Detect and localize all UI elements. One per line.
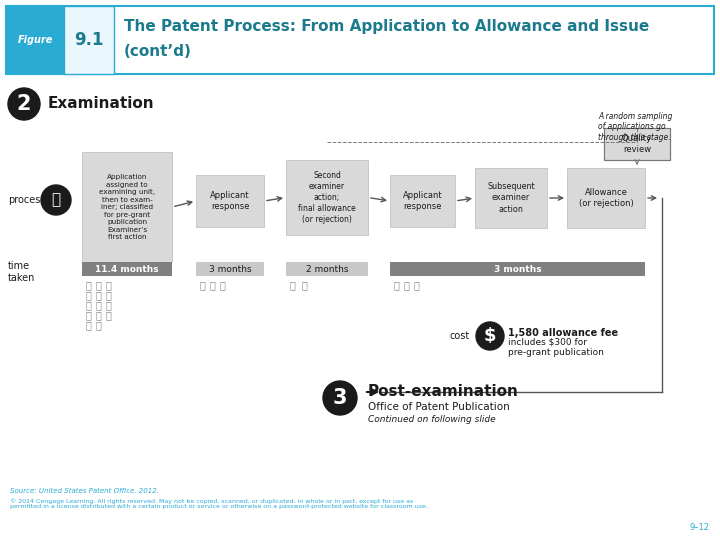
Bar	[82, 152, 172, 262]
Text: ₿: ₿	[403, 280, 409, 290]
Text: Allowance
(or rejection): Allowance (or rejection)	[579, 188, 634, 208]
Bar	[286, 262, 368, 276]
Text: 9–12: 9–12	[690, 523, 710, 532]
Text: ₿: ₿	[95, 310, 101, 320]
Text: A random sampling
of applications go
through this stage.: A random sampling of applications go thr…	[598, 112, 672, 142]
Bar	[286, 160, 368, 235]
Text: $: $	[484, 327, 496, 345]
Bar	[6, 6, 64, 74]
Text: ₿: ₿	[105, 290, 111, 300]
Text: Applicant
response: Applicant response	[402, 191, 442, 211]
Bar	[604, 128, 670, 160]
Text: ⛔: ⛔	[51, 192, 60, 207]
Text: ₿: ₿	[85, 310, 91, 320]
Text: (cont’d): (cont’d)	[124, 44, 192, 59]
Text: Examination: Examination	[48, 97, 155, 111]
Bar	[390, 175, 455, 227]
Text: 3 months: 3 months	[209, 265, 251, 273]
Text: 2: 2	[17, 94, 31, 114]
Text: © 2014 Cengage Learning. All rights reserved. May not be copied, scanned, or dup: © 2014 Cengage Learning. All rights rese…	[10, 498, 428, 509]
Text: 11.4 months: 11.4 months	[95, 265, 159, 273]
Text: includes $300 for: includes $300 for	[508, 338, 587, 347]
Circle shape	[476, 322, 504, 350]
Text: Continued on following slide: Continued on following slide	[368, 415, 495, 423]
Text: 1,580 allowance fee: 1,580 allowance fee	[508, 328, 618, 338]
Text: 9.1: 9.1	[74, 31, 104, 49]
Text: ₿: ₿	[95, 280, 101, 290]
Circle shape	[8, 88, 40, 120]
Text: 3: 3	[333, 388, 347, 408]
Bar	[475, 168, 547, 228]
Text: time
taken: time taken	[8, 261, 35, 283]
Text: ₿: ₿	[85, 280, 91, 290]
Text: ₿: ₿	[105, 280, 111, 290]
Text: 2 months: 2 months	[306, 265, 348, 273]
Text: ₿: ₿	[95, 290, 101, 300]
Bar	[196, 262, 264, 276]
Text: ₿: ₿	[209, 280, 215, 290]
Bar	[196, 175, 264, 227]
Bar	[6, 6, 714, 74]
Bar	[64, 6, 114, 74]
Circle shape	[323, 381, 357, 415]
Text: Figure: Figure	[17, 35, 53, 45]
Text: ₿: ₿	[301, 280, 307, 290]
Text: 3 months: 3 months	[494, 265, 541, 273]
Bar	[567, 168, 645, 228]
Text: ₿: ₿	[105, 300, 111, 310]
Text: ₿: ₿	[95, 300, 101, 310]
Text: ₿: ₿	[105, 310, 111, 320]
Text: ₿: ₿	[199, 280, 205, 290]
Text: ₿: ₿	[85, 300, 91, 310]
Bar	[390, 262, 645, 276]
Text: process: process	[8, 195, 45, 205]
Text: ₿: ₿	[85, 290, 91, 300]
Text: ₿: ₿	[85, 320, 91, 330]
Text: ₿: ₿	[413, 280, 419, 290]
Text: Source: United States Patent Office. 2012.: Source: United States Patent Office. 201…	[10, 488, 159, 494]
Circle shape	[41, 185, 71, 215]
Text: The Patent Process: From Application to Allowance and Issue: The Patent Process: From Application to …	[124, 18, 649, 33]
Text: Application
assigned to
examining unit,
then to exam-
iner; classified
for pre-g: Application assigned to examining unit, …	[99, 174, 155, 240]
Text: pre-grant publication: pre-grant publication	[508, 348, 604, 357]
Text: ₿: ₿	[393, 280, 399, 290]
Bar	[604, 128, 670, 160]
Text: Post-examination: Post-examination	[368, 384, 519, 400]
Text: cost: cost	[450, 331, 470, 341]
Text: Office of Patent Publication: Office of Patent Publication	[368, 402, 510, 412]
Text: ₿: ₿	[219, 280, 225, 290]
Text: Applicant
response: Applicant response	[210, 191, 250, 211]
Text: Quality
review: Quality review	[622, 134, 652, 154]
Text: Subsequent
examiner
action: Subsequent examiner action	[487, 183, 535, 214]
Bar	[82, 262, 172, 276]
Text: Second
examiner
action;
final allowance
(or rejection): Second examiner action; final allowance …	[298, 171, 356, 224]
Text: ₿: ₿	[289, 280, 295, 290]
Text: ₿: ₿	[95, 320, 101, 330]
